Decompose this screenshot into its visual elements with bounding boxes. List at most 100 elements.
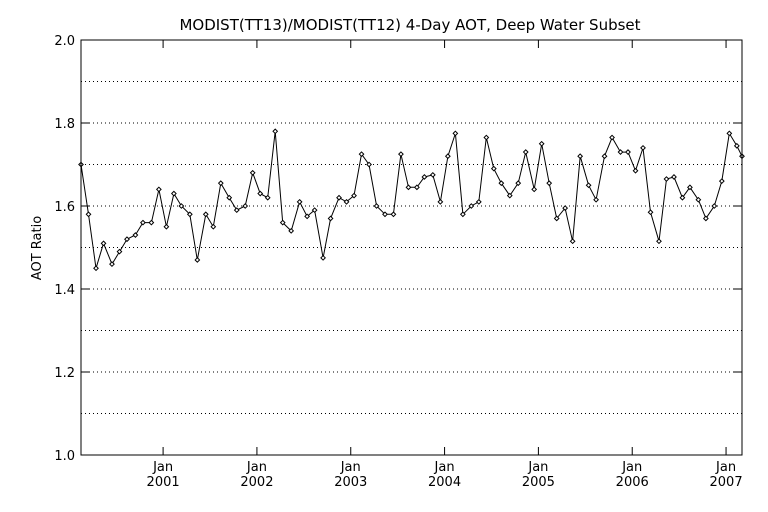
data-point	[398, 151, 404, 158]
data-point	[593, 196, 600, 203]
y-axis-label: AOT Ratio	[30, 216, 45, 280]
data-point	[178, 203, 185, 209]
data-point	[437, 198, 444, 205]
plot-frame	[80, 39, 743, 456]
data-point	[170, 190, 177, 197]
data-point	[279, 219, 286, 226]
data-point	[522, 149, 529, 155]
x-tick-month-label: Jan	[152, 460, 173, 475]
data-point	[327, 215, 334, 222]
y-tick-label: 2.0	[54, 34, 75, 49]
x-tick-month-label: Jan	[715, 460, 736, 475]
data-point	[116, 248, 123, 255]
data-point	[296, 198, 303, 205]
data-point	[609, 134, 615, 141]
data-point	[304, 213, 311, 220]
data-point	[617, 149, 624, 155]
data-point	[390, 211, 397, 218]
data-point	[217, 180, 224, 187]
data-point	[413, 184, 420, 191]
y-tick-label: 1.0	[54, 449, 75, 464]
data-point	[202, 211, 209, 218]
data-point	[148, 219, 155, 226]
data-point	[459, 211, 466, 218]
y-axis: 1.0 1.2 1.4 1.6 1.8 2.0	[54, 34, 742, 464]
data-point	[585, 182, 592, 189]
chart-title: MODIST(TT13)/MODIST(TT12) 4-Day AOT, Dee…	[179, 16, 640, 34]
x-tick-year-label: 2002	[240, 475, 273, 490]
data-point	[358, 151, 365, 158]
data-point	[726, 130, 733, 137]
data-point	[311, 207, 318, 214]
x-tick-month-label: Jan	[246, 460, 267, 475]
data-point	[249, 169, 256, 176]
data-point	[242, 203, 249, 209]
gridlines	[81, 81, 742, 414]
data-point	[194, 257, 201, 263]
data-point	[625, 149, 631, 155]
data-point	[702, 215, 709, 222]
data-point	[109, 261, 115, 268]
data-point	[647, 209, 654, 216]
data-point	[382, 211, 388, 218]
data-point	[546, 180, 553, 187]
data-point	[632, 167, 639, 174]
data-point	[733, 142, 740, 149]
data-point	[226, 194, 233, 201]
data-point	[140, 219, 146, 226]
data-point	[490, 165, 497, 172]
x-tick-month-label: Jan	[621, 460, 642, 475]
data-point	[601, 153, 608, 160]
data-point	[429, 171, 436, 178]
y-tick-label: 1.4	[54, 283, 75, 298]
data-point	[695, 196, 702, 203]
data-point	[405, 184, 412, 191]
x-tick-year-label: 2004	[428, 475, 461, 490]
data-point	[506, 192, 513, 199]
data-point	[679, 194, 686, 201]
data-point	[711, 203, 718, 209]
data-point	[100, 240, 107, 247]
data-point	[85, 211, 92, 218]
data-point	[452, 130, 459, 137]
data-point	[687, 184, 693, 191]
y-tick-label: 1.2	[54, 366, 75, 381]
data-point	[444, 153, 451, 160]
x-tick-year-label: 2003	[334, 475, 367, 490]
data-point	[498, 180, 505, 187]
data-point	[663, 176, 670, 182]
data-point	[343, 198, 350, 205]
data-point	[373, 203, 380, 209]
x-tick-month-label: Jan	[434, 460, 455, 475]
x-tick-year-label: 2001	[147, 475, 180, 490]
x-tick-month-label: Jan	[340, 460, 361, 475]
x-axis: Jan2001Jan2002Jan2003Jan2004Jan2005Jan20…	[147, 40, 743, 490]
data-point	[538, 140, 545, 147]
y-tick-label: 1.8	[54, 117, 75, 132]
data-point	[320, 254, 326, 261]
data-point	[718, 178, 725, 185]
data-point	[515, 180, 522, 187]
data-point	[671, 174, 677, 180]
data-point	[257, 190, 264, 197]
data-point	[272, 128, 279, 135]
data-point	[531, 186, 538, 193]
data-point	[233, 207, 240, 214]
data-point	[562, 205, 569, 211]
data-point	[483, 134, 490, 141]
y-tick-label: 1.6	[54, 200, 75, 215]
data-point	[577, 153, 584, 160]
data-point	[569, 238, 576, 245]
data-point	[336, 194, 342, 201]
x-tick-month-label: Jan	[527, 460, 548, 475]
x-tick-year-label: 2006	[616, 475, 649, 490]
data-point	[93, 265, 99, 272]
data-point	[366, 161, 372, 168]
series-line	[80, 131, 743, 269]
data-point	[640, 144, 646, 151]
data-point	[553, 215, 560, 222]
data-point	[475, 198, 482, 205]
data-point	[210, 223, 217, 230]
data-point	[351, 192, 357, 199]
